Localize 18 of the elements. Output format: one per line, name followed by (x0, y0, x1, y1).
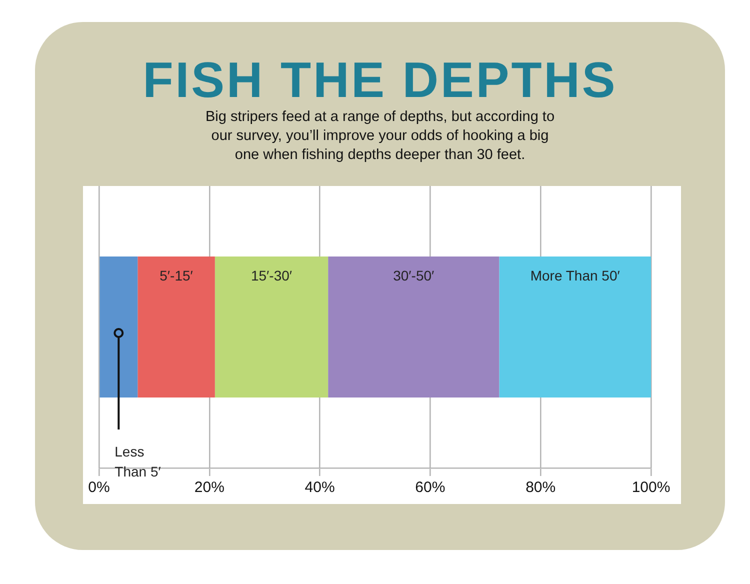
bar (214, 256, 328, 398)
chart-subtitle: Big stripers feed at a range of depths, but according to our survey, you’ll improve your odds of hooking a big one when fishing depths deeper than 30 feet. (204, 108, 556, 165)
x-tick-label: 100% (632, 479, 670, 496)
bar (138, 256, 215, 398)
bar (499, 256, 651, 398)
x-tick-label: 0% (88, 479, 110, 496)
text: Less Than 5′ (114, 443, 162, 480)
bar (328, 256, 500, 398)
bar (100, 256, 138, 398)
x-tick-label: 20% (194, 479, 224, 496)
x-tick-label: 60% (415, 479, 446, 496)
series-label: More Than 50′ (530, 267, 620, 284)
chart-title: FISH THE DEPTHS (142, 52, 618, 108)
series-label: 30′-50′ (393, 267, 435, 284)
series-label: 5′-15′ (160, 267, 194, 284)
x-tick-label: 40% (304, 479, 335, 496)
x-tick-label: 80% (526, 479, 556, 496)
series-label: 15′-30′ (250, 267, 292, 284)
